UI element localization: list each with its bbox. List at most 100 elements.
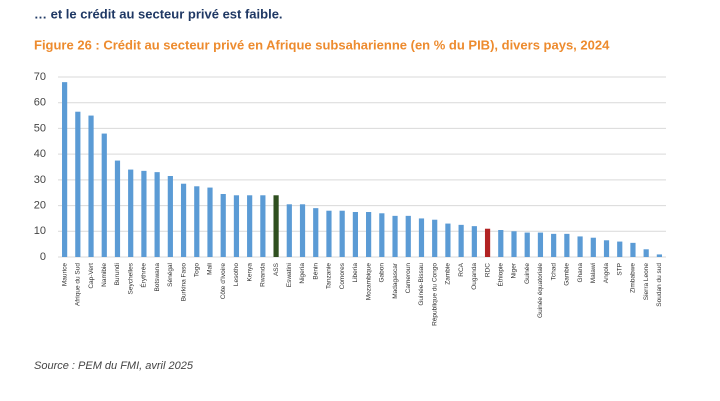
y-tick-label: 20: [34, 199, 46, 211]
bar: [577, 236, 583, 257]
y-tick-label: 10: [34, 225, 46, 237]
x-tick-label: Cameroun: [405, 263, 412, 294]
x-tick-label: Kenya: [246, 263, 253, 282]
source: Source : PEM du FMI, avril 2025: [34, 360, 194, 372]
x-tick-label: Maurice: [61, 263, 68, 287]
bar: [524, 232, 530, 257]
bar: [75, 111, 81, 257]
x-tick-label: Gambie: [564, 263, 571, 286]
bar: [88, 115, 94, 257]
x-tick-label: Afrique du Sud: [75, 263, 82, 306]
x-tick-label: Mozambique: [365, 263, 372, 301]
bar: [339, 210, 345, 257]
x-tick-label: Lesotho: [233, 263, 240, 287]
bar: [590, 237, 596, 257]
x-tick-label: Guinée-Bissau: [418, 263, 425, 306]
bar: [114, 160, 121, 257]
bar: [498, 230, 504, 257]
bar: [233, 195, 240, 257]
x-tick-label: Burundi: [114, 263, 121, 285]
bar: [511, 231, 517, 257]
x-tick-label: Seychelles: [127, 262, 134, 294]
x-tick-label: RDC: [484, 263, 491, 277]
x-tick-label: Ouganda: [471, 263, 478, 290]
bar: [656, 254, 662, 257]
bar: [643, 249, 649, 257]
bar: [62, 82, 68, 258]
bar: [630, 242, 636, 257]
x-tick-label: Soudan du sud: [656, 263, 663, 307]
bar: [260, 195, 266, 257]
x-tick-label: Zimbabwe: [630, 263, 637, 293]
x-tick-label: Rwanda: [260, 263, 267, 287]
bar: [167, 176, 173, 257]
x-tick-label: ASS: [273, 262, 280, 276]
x-tick-label: RCA: [458, 262, 465, 276]
bar: [247, 195, 253, 257]
bar: [471, 226, 477, 257]
x-tick-label: Burkina Faso: [180, 263, 187, 302]
x-tick-label: Angola: [603, 263, 610, 284]
x-tick-label: Nigeria: [299, 263, 306, 284]
x-tick-label: Mali: [207, 263, 214, 275]
x-tick-label: STP: [616, 263, 623, 276]
x-tick-label: Cap-Vert: [88, 263, 95, 289]
bar: [392, 215, 398, 257]
bar: [207, 187, 213, 257]
bar: [286, 204, 292, 257]
x-tick-label: Eswatini: [286, 263, 293, 287]
x-tick-label: Madagascar: [392, 262, 399, 299]
x-tick-label: Niger: [511, 262, 518, 278]
bar: [313, 208, 319, 257]
x-tick-label: Érythrée: [139, 263, 148, 288]
x-tick-label: Tanzanie: [326, 263, 333, 289]
bar: [299, 204, 306, 257]
x-tick-label: Bénin: [312, 263, 319, 280]
bar: [154, 172, 160, 257]
y-tick-label: 30: [34, 174, 46, 186]
chart-title: Figure 26 : Crédit au secteur privé en A…: [34, 37, 610, 52]
x-tick-label: Liberia: [352, 263, 359, 283]
bar: [458, 224, 464, 257]
x-tick-label: Malawi: [590, 263, 597, 283]
x-tick-label: Sénégal: [167, 262, 174, 286]
x-tick-label: Éthiopie: [496, 263, 505, 287]
x-tick-label: Gabon: [379, 263, 386, 283]
bar: [141, 170, 147, 257]
x-tick-label: Sierra Leone: [643, 263, 650, 301]
x-tick-label: Guinée équatoriale: [537, 263, 544, 318]
bar: [603, 240, 610, 257]
bar: [537, 232, 544, 257]
x-tick-label: République du Congo: [431, 263, 438, 326]
x-tick-label: Comores: [339, 262, 346, 289]
bar: [405, 215, 411, 257]
bar: [194, 186, 200, 257]
y-tick-label: 60: [34, 97, 46, 109]
bar: [445, 223, 451, 257]
bar: [366, 212, 372, 257]
x-tick-label: Tchad: [550, 263, 557, 281]
x-tick-label: Botswana: [154, 263, 161, 292]
bar: [551, 233, 557, 257]
bar: [432, 219, 438, 257]
bar: [128, 169, 134, 257]
bar: [326, 210, 332, 257]
bar: [220, 194, 226, 257]
bar: [352, 212, 358, 257]
y-tick-label: 70: [34, 71, 46, 83]
x-tick-label: Côte d'Ivoire: [220, 263, 227, 300]
bar: [273, 195, 279, 257]
bar: [617, 241, 623, 257]
x-tick-label: Guinée: [524, 263, 531, 284]
y-tick-label: 40: [34, 148, 46, 160]
y-tick-label: 0: [40, 251, 46, 263]
bar: [180, 183, 187, 257]
bar: [418, 218, 425, 257]
bar: [101, 133, 107, 257]
y-tick-label: 50: [34, 122, 46, 134]
header: … et le crédit au secteur privé est faib…: [34, 6, 283, 21]
bar: [564, 233, 570, 257]
x-tick-label: Ghana: [577, 263, 584, 283]
bar: [379, 213, 385, 257]
